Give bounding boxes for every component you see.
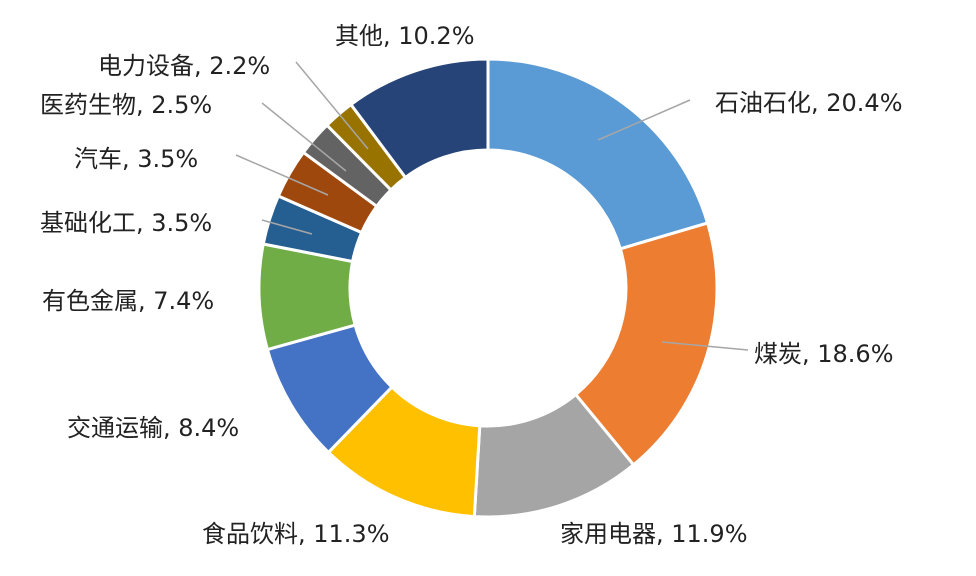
data-label-10: 电力设备, 2.2%	[98, 52, 270, 80]
leader-line-8	[235, 154, 329, 196]
slices	[257, 57, 719, 519]
leader-line-9	[261, 102, 347, 172]
data-label-6: 有色金属, 7.4%	[42, 287, 214, 315]
data-label-7: 基础化工, 3.5%	[40, 209, 212, 237]
leader-line-2	[661, 341, 749, 351]
data-label-11: 其他, 10.2%	[335, 22, 475, 50]
data-label-8: 汽车, 3.5%	[74, 145, 198, 173]
leader-line-10	[295, 61, 369, 150]
leader-lines	[235, 61, 749, 351]
data-label-4: 食品饮料, 11.3%	[202, 520, 390, 548]
slice-2	[573, 221, 719, 467]
slice-11	[348, 57, 490, 180]
data-label-2: 煤炭, 18.6%	[754, 340, 894, 368]
data-label-1: 石油石化, 20.4%	[715, 89, 903, 117]
data-label-9: 医药生物, 2.5%	[40, 91, 212, 119]
slice-1	[486, 57, 710, 251]
leader-line-1	[597, 99, 691, 141]
data-labels: 石油石化, 20.4% 煤炭, 18.6% 家用电器, 11.9% 食品饮料, 11.…	[40, 22, 903, 548]
data-label-5: 交通运输, 8.4%	[67, 414, 239, 442]
data-label-3: 家用电器, 11.9%	[560, 520, 748, 548]
leader-line-7	[261, 219, 313, 235]
